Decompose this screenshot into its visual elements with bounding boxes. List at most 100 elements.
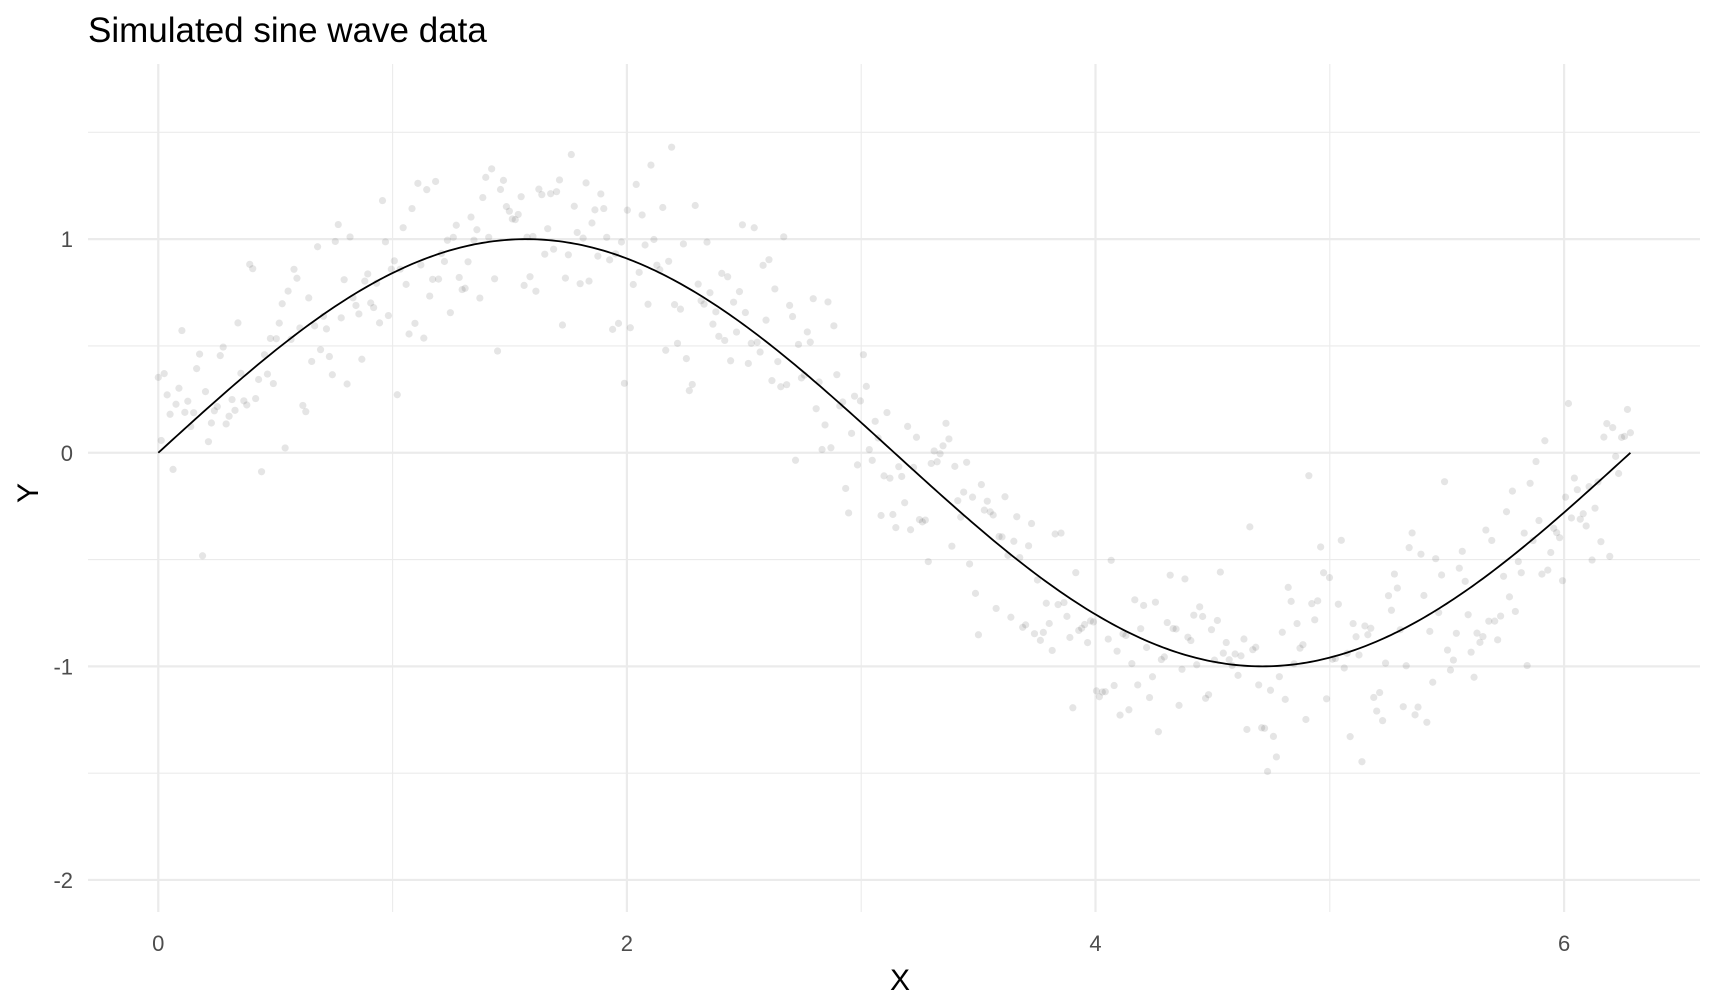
scatter-point — [632, 180, 640, 189]
scatter-point — [576, 280, 584, 288]
scatter-point — [331, 237, 339, 246]
tick-labels: 0 2 4 6 -2 -1 0 1 — [53, 227, 1570, 956]
scatter-point — [1122, 631, 1130, 640]
scatter-point — [1532, 457, 1540, 466]
scatter-point — [476, 294, 484, 302]
scatter-point — [1113, 647, 1121, 655]
scatter-point — [960, 488, 968, 496]
scatter-point — [405, 330, 413, 338]
scatter-point — [898, 472, 906, 481]
scatter-point — [249, 265, 257, 273]
scatter-point — [833, 371, 841, 379]
scatter-point — [1299, 641, 1307, 649]
sine-curve — [157, 238, 1632, 668]
scatter-point — [918, 518, 926, 526]
scatter-point — [989, 511, 997, 519]
scatter-point — [1467, 648, 1475, 656]
scatter-point — [756, 348, 764, 356]
scatter-point — [803, 328, 811, 336]
scatter-point — [626, 324, 634, 332]
y-axis-title: Y — [12, 483, 45, 503]
scatter-point — [1367, 624, 1375, 632]
scatter-point — [1201, 694, 1210, 702]
scatter-point — [1393, 584, 1401, 592]
scatter-point — [1514, 557, 1522, 566]
scatter-point — [246, 260, 254, 268]
scatter-point — [904, 422, 912, 430]
scatter-point — [508, 215, 516, 223]
scatter-point — [305, 294, 313, 302]
scatter-point — [358, 355, 366, 363]
scatter-point — [529, 232, 537, 241]
scatter-point — [644, 300, 652, 308]
scatter-point — [682, 354, 690, 363]
scatter-point — [868, 456, 876, 464]
scatter-point — [1429, 678, 1437, 686]
scatter-point — [505, 207, 513, 215]
scatter-point — [443, 236, 452, 244]
scatter-point — [623, 206, 631, 214]
scatter-point — [378, 196, 387, 205]
scatter-point — [759, 261, 767, 269]
scatter-point — [1063, 612, 1071, 620]
scatter-point — [252, 394, 260, 403]
scatter-point — [629, 280, 637, 289]
scatter-point — [809, 295, 817, 303]
scatter-point — [423, 186, 431, 194]
scatter-point — [673, 339, 682, 347]
scatter-point — [355, 310, 363, 318]
scatter-point — [1013, 513, 1021, 521]
scatter-point — [603, 233, 611, 241]
scatter-point — [691, 201, 699, 210]
scatter-point — [1617, 433, 1626, 441]
scatter-point — [1623, 405, 1632, 414]
scatter-point — [384, 311, 393, 320]
scatter-point — [361, 277, 369, 285]
scatter-point — [1414, 703, 1422, 711]
scatter-point — [847, 429, 856, 437]
scatter-point — [597, 190, 605, 198]
scatter-point — [606, 256, 614, 264]
scatter-point — [635, 268, 643, 276]
scatter-point — [1508, 487, 1517, 495]
scatter-point — [1311, 616, 1319, 624]
scatter-point — [408, 204, 416, 213]
scatter-point — [986, 508, 994, 516]
scatter-point — [1550, 524, 1558, 532]
scatter-point — [880, 472, 888, 480]
scatter-point — [1497, 612, 1505, 620]
scatter-point — [464, 258, 472, 266]
scatter-point — [1104, 635, 1112, 643]
scatter-point — [399, 224, 407, 232]
scatter-point — [1151, 598, 1160, 606]
scatter-point — [1426, 627, 1434, 635]
scatter-point — [1027, 519, 1036, 528]
scatter-point — [995, 532, 1003, 541]
scatter-point — [496, 185, 505, 194]
scatter-point — [432, 177, 440, 186]
scatter-point — [1470, 673, 1478, 681]
scatter-point — [856, 397, 865, 405]
scatter-point — [715, 332, 723, 340]
scatter-point — [1145, 693, 1154, 702]
scatter-point — [1473, 629, 1481, 637]
scatter-point — [1269, 732, 1278, 741]
scatter-point — [1482, 526, 1490, 534]
scatter-point — [1364, 631, 1372, 639]
scatter-point — [228, 395, 236, 404]
scatter-point — [1083, 639, 1092, 647]
scatter-point — [340, 276, 348, 284]
scatter-point — [1057, 529, 1065, 537]
scatter-point — [561, 274, 570, 282]
scatter-points — [154, 143, 1635, 776]
scatter-point — [1370, 693, 1378, 702]
scatter-point — [679, 240, 688, 248]
scatter-point — [665, 257, 673, 265]
scatter-point — [1405, 544, 1413, 552]
x-tick-label: 2 — [621, 931, 633, 956]
scatter-point — [1166, 571, 1174, 579]
scatter-point — [1432, 555, 1440, 563]
scatter-point — [1293, 619, 1301, 628]
scatter-point — [216, 352, 224, 360]
scatter-point — [933, 458, 941, 466]
